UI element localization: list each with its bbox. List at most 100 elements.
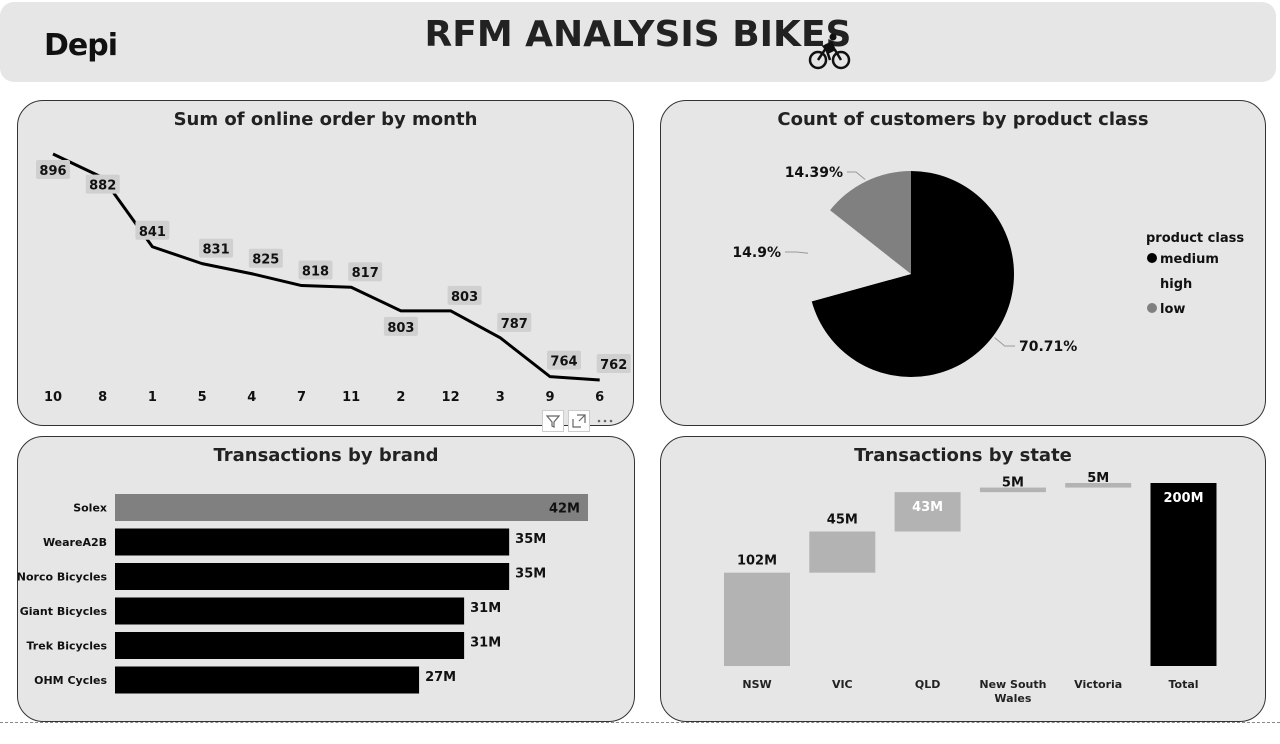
bar-chart-panel[interactable]: Transactions by brand Solex 42M WeareA2B 35… (17, 436, 635, 722)
x-category-label: Wales (994, 692, 1031, 705)
waterfall-chart-panel[interactable]: Transactions by state 102M NSW 45M VIC 43M QL… (660, 436, 1266, 722)
legend-marker (1147, 278, 1157, 288)
bar-value-label: 200M (1163, 491, 1203, 506)
data-label-bg (348, 262, 383, 282)
focus-mode-icon[interactable] (568, 410, 590, 432)
data-label: 803 (451, 290, 478, 305)
pie-chart-panel[interactable]: Count of customers by product class 70.7… (660, 100, 1266, 426)
bar-value-label: 5M (1087, 471, 1109, 486)
data-label-bg (596, 354, 631, 373)
data-label-bg (383, 316, 418, 336)
x-category-label: QLD (915, 678, 941, 691)
page-title: RFM ANALYSIS BIKES (0, 14, 1276, 55)
data-label: 803 (387, 321, 414, 336)
data-label: 825 (252, 253, 279, 268)
category-label: Norco Bicycles (18, 571, 107, 584)
x-category-label: New South (979, 678, 1046, 691)
bar-chart-title: Transactions by brand (213, 445, 439, 466)
increase-bar (894, 492, 961, 532)
category-label: Solex (73, 502, 107, 515)
category-label: OHM Cycles (34, 674, 107, 687)
waterfall-chart-title: Transactions by state (854, 445, 1072, 466)
x-tick-label: 11 (342, 390, 360, 405)
legend-marker (1147, 303, 1157, 313)
data-label: 882 (89, 179, 116, 194)
bar-value-label: 31M (470, 636, 501, 651)
data-label: 818 (302, 265, 329, 280)
line-chart-title: Sum of online order by month (173, 109, 478, 130)
slice-label: 70.71% (1019, 339, 1077, 355)
x-tick-label: 9 (545, 390, 554, 405)
data-label-bg (36, 160, 70, 179)
page-divider (0, 722, 1280, 723)
bar-value-label: 35M (515, 532, 546, 547)
cyclist-icon (808, 33, 851, 70)
data-label-bg (248, 248, 283, 268)
data-label: 896 (39, 164, 66, 179)
data-label-bg (298, 260, 333, 280)
line-chart-panel[interactable]: Sum of online order by month 896 10 882 8 84… (17, 100, 634, 426)
bar (115, 528, 510, 556)
leader-line (847, 171, 866, 180)
data-label-bg (85, 174, 120, 194)
data-label: 817 (352, 266, 379, 281)
x-tick-label: 3 (496, 390, 505, 405)
data-label-bg (135, 220, 170, 240)
bar-value-label: 45M (827, 512, 858, 527)
bar-chart: Solex 42M WeareA2B 35M Norco Bicycles 35M Gian… (18, 494, 588, 694)
total-bar (1150, 483, 1217, 666)
category-label: Trek Bicycles (27, 640, 108, 653)
x-category-label: VIC (832, 678, 853, 691)
x-category-label: Total (1168, 678, 1198, 691)
x-tick-label: 12 (442, 390, 460, 405)
bar-value-label: 5M (1002, 476, 1024, 491)
x-tick-label: 6 (595, 390, 604, 405)
bar (115, 597, 465, 625)
x-tick-label: 8 (98, 390, 107, 405)
x-tick-label: 7 (297, 390, 306, 405)
filter-icon[interactable] (542, 410, 564, 432)
bar-value-label: 102M (737, 554, 777, 569)
bar-value-label: 31M (470, 601, 501, 616)
category-label: WeareA2B (43, 536, 107, 549)
x-tick-label: 5 (198, 390, 207, 405)
leader-line (994, 337, 1015, 347)
page-title-text: RFM ANALYSIS BIKES (424, 14, 852, 55)
data-label-bg (447, 285, 482, 305)
line-chart: 896 10 882 8 841 1 831 5 825 4 818 7 817 11 803 2 803 12 7… (36, 152, 631, 405)
pie-chart: 70.71% 14.9% 14.39% product class medium high… (732, 165, 1244, 377)
pie-chart-title: Count of customers by product class (777, 109, 1149, 130)
data-label-bg (547, 350, 581, 370)
slice-label: 14.9% (732, 245, 781, 261)
bar (115, 632, 465, 659)
bar (115, 494, 588, 521)
legend-item: medium (1160, 252, 1219, 267)
depi-logo: Depi (44, 28, 118, 63)
bar-value-label: 27M (425, 670, 456, 685)
header-banner: Depi RFM ANALYSIS BIKES (0, 2, 1276, 82)
bar-value-label: 35M (515, 567, 546, 582)
slice-label: 14.39% (785, 165, 843, 181)
x-tick-label: 1 (148, 390, 157, 405)
data-label: 841 (139, 225, 166, 240)
data-label-bg (199, 238, 234, 258)
increase-bar (724, 572, 790, 666)
bar (115, 563, 510, 590)
x-tick-label: 2 (396, 390, 405, 405)
data-label-bg (497, 312, 532, 332)
category-label: Giant Bicycles (20, 605, 108, 618)
more-options-icon[interactable] (594, 410, 616, 432)
increase-bar (979, 487, 1046, 493)
visual-toolbar (542, 410, 616, 432)
leader-line (785, 251, 809, 254)
legend-item: high (1160, 277, 1192, 292)
bar-value-label: 42M (549, 502, 580, 517)
pie-slice-medium (811, 171, 1014, 377)
data-label: 762 (600, 358, 627, 373)
x-tick-label: 10 (44, 390, 62, 405)
x-category-label: Victoria (1074, 678, 1122, 691)
bar (115, 666, 420, 694)
legend-marker (1147, 253, 1157, 263)
legend-item: low (1160, 302, 1185, 317)
